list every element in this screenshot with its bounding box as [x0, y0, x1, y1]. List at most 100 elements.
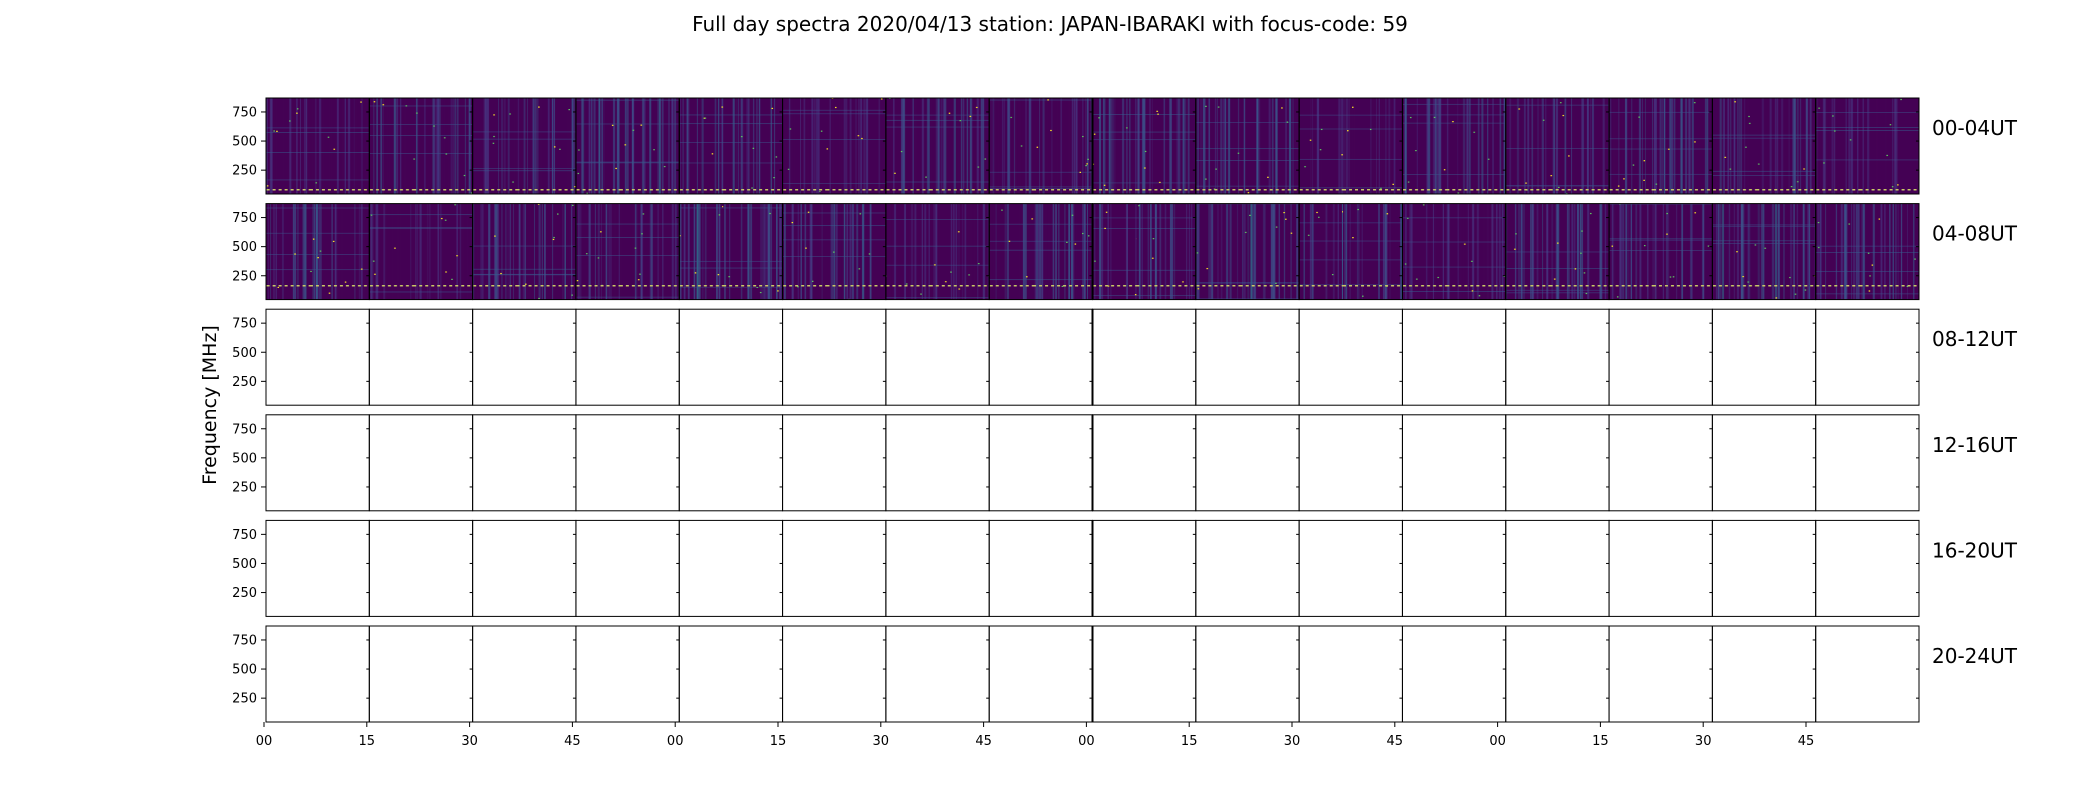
- x-tick-label: 00: [256, 734, 273, 749]
- panel-frame: [1711, 625, 1817, 723]
- spectrogram-panel: [575, 98, 680, 194]
- panel-frame: [368, 625, 474, 723]
- panel-frame: [1195, 414, 1300, 512]
- spectrogram-panel: [989, 98, 1093, 194]
- spectrogram-panel: [782, 203, 886, 300]
- panel-frame: [1608, 308, 1713, 406]
- y-tick-label: 250: [232, 164, 257, 179]
- y-tick-label: 250: [232, 269, 257, 284]
- panel-frame: [368, 414, 474, 512]
- panel-frame: [1401, 625, 1507, 723]
- spectrogram-panel: [1505, 203, 1610, 300]
- panel-row: 750 500 250 00-04UT: [232, 97, 2018, 195]
- spectrogram-panel: [989, 203, 1093, 300]
- x-tick-label: 45: [1387, 734, 1404, 749]
- x-tick-label: 30: [1695, 734, 1712, 749]
- panel-row: 750 500 250 20-24UT: [232, 625, 2018, 723]
- row-label: 08-12UT: [1932, 327, 2018, 351]
- panel-frame: [265, 519, 370, 617]
- y-tick-label: 750: [232, 317, 257, 332]
- panel-frame: [885, 414, 990, 512]
- panel-frame: [1092, 625, 1197, 723]
- row-label: 04-08UT: [1932, 222, 2018, 246]
- x-tick-label: 00: [1489, 734, 1506, 749]
- y-tick-label: 500: [232, 240, 257, 255]
- row-label: 20-24UT: [1932, 644, 2018, 668]
- panel-frame: [988, 308, 1093, 406]
- panel-frame: [472, 414, 577, 512]
- panel-frame: [885, 308, 990, 406]
- spectrogram-panel: [266, 98, 370, 194]
- panel-frame: [575, 519, 680, 617]
- panel-frame: [472, 308, 577, 406]
- panel-frame: [1815, 308, 1920, 406]
- y-tick-label: 500: [232, 451, 257, 466]
- spectrogram-panel: [1815, 98, 1919, 194]
- panel-frame: [575, 414, 680, 512]
- spectrogram-panel: [472, 203, 576, 300]
- panel-frame: [1815, 625, 1920, 723]
- x-axis: 00 15 30 45 00 15 30 45 00 15 30 45 00 15 30 45: [256, 722, 1815, 749]
- chart-title: Full day spectra 2020/04/13 station: JAP…: [692, 12, 1408, 36]
- panel-frame: [368, 519, 474, 617]
- panel-frame: [1092, 414, 1197, 512]
- spectrogram-panel: [1092, 98, 1196, 194]
- panel-frame: [678, 414, 784, 512]
- spectrogram-panel: [472, 98, 576, 194]
- panel-frame: [678, 519, 784, 617]
- spectrogram-panel: [679, 203, 783, 300]
- y-tick-label: 250: [232, 586, 257, 601]
- y-tick-label: 750: [232, 422, 257, 437]
- panel-frame: [575, 308, 680, 406]
- x-tick-label: 45: [975, 734, 992, 749]
- panel-frame: [782, 519, 887, 617]
- spectrogram-panel: [679, 98, 783, 194]
- spectrogram-panel: [885, 98, 990, 194]
- row-label: 16-20UT: [1932, 538, 2018, 562]
- spectrogram-panel: [1815, 203, 1919, 300]
- spectrogram-panel: [369, 98, 473, 194]
- spectrogram-panel: [266, 203, 370, 300]
- panel-frame: [1815, 414, 1920, 512]
- spectrogram-panel: [1712, 98, 1816, 194]
- panel-frame: [988, 625, 1093, 723]
- panel-row: 750 500 250 08-12UT: [232, 308, 2018, 406]
- spectrogram-panel: [885, 203, 990, 300]
- panel-frame: [472, 519, 577, 617]
- panel-row: 750 500 250 16-20UT: [232, 519, 2018, 617]
- spectrogram-panel: [1505, 98, 1610, 194]
- panel-frame: [1505, 414, 1610, 512]
- panel-frame: [1401, 414, 1507, 512]
- panel-frame: [575, 625, 680, 723]
- panel-frame: [1608, 625, 1713, 723]
- x-tick-label: 15: [359, 734, 376, 749]
- y-tick-label: 250: [232, 692, 257, 707]
- panel-frame: [1505, 625, 1610, 723]
- spectrogram-panel: [1092, 203, 1196, 300]
- panel-frame: [1195, 308, 1300, 406]
- panel-frame: [265, 414, 370, 512]
- panel-frame: [1298, 414, 1403, 512]
- spectrogram-panel: [369, 203, 473, 300]
- spectrogram-panel: [1299, 203, 1403, 300]
- panel-frame: [1815, 97, 1920, 195]
- panel-frame: [782, 414, 887, 512]
- panel-frame: [782, 625, 887, 723]
- x-tick-label: 45: [1798, 734, 1815, 749]
- spectrogram-panel: [1195, 98, 1300, 194]
- spectrogram-panel: [1712, 203, 1816, 300]
- panel-frame: [1195, 625, 1300, 723]
- panel-frame: [1815, 203, 1920, 301]
- panel-frame: [988, 519, 1093, 617]
- y-tick-label: 500: [232, 135, 257, 150]
- panel-grid: 750 500 250 00-04UT 750 500 250 04-08UT 750 500 25…: [232, 97, 2018, 749]
- panel-frame: [1298, 519, 1403, 617]
- y-tick-label: 250: [232, 480, 257, 495]
- panel-frame: [1505, 308, 1610, 406]
- panel-frame: [1298, 625, 1403, 723]
- panel-frame: [885, 519, 990, 617]
- panel-frame: [1401, 519, 1507, 617]
- spectrogram-panel: [1609, 98, 1713, 194]
